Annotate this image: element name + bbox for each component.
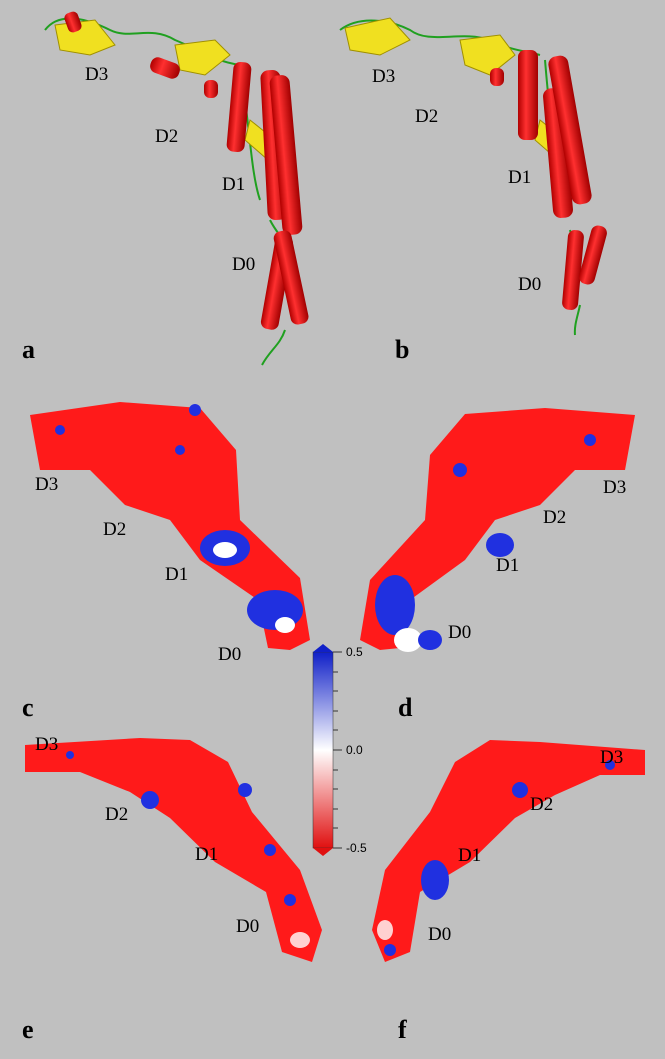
panel-label: d: [398, 693, 413, 722]
domain-label: D3: [372, 66, 395, 87]
domain-label: D0: [448, 622, 471, 643]
colorbar-tick-label: 0.5: [346, 645, 363, 659]
panel-label: a: [22, 335, 35, 364]
domain-label: D2: [105, 804, 128, 825]
panel-label: f: [398, 1015, 407, 1044]
domain-label: D2: [415, 106, 438, 127]
panel-label: c: [22, 693, 34, 722]
domain-label: D1: [496, 555, 519, 576]
domain-label: D2: [103, 519, 126, 540]
domain-label: D1: [458, 845, 481, 866]
domain-label: D3: [600, 747, 623, 768]
domain-label: D1: [165, 564, 188, 585]
domain-label: D3: [603, 477, 626, 498]
domain-label: D0: [518, 274, 541, 295]
colorbar: [313, 652, 333, 848]
surface-d: [360, 408, 635, 652]
colorbar-tick-label: -0.5: [346, 841, 367, 855]
colorbar-cap: [313, 644, 333, 652]
figure: aD3D2D1D0bD3D2D1D0cD3D2D1D0dD3D2D1D0eD3D…: [0, 0, 665, 1054]
domain-label: D3: [35, 734, 58, 755]
panel-label: e: [22, 1015, 34, 1044]
surface-f: [372, 740, 645, 962]
domain-label: D3: [85, 64, 108, 85]
domain-label: D0: [236, 916, 259, 937]
domain-label: D0: [232, 254, 255, 275]
domain-label: D0: [218, 644, 241, 665]
domain-label: D1: [508, 167, 531, 188]
domain-label: D2: [543, 507, 566, 528]
domain-label: D1: [222, 174, 245, 195]
colorbar-cap: [313, 848, 333, 856]
domain-label: D3: [35, 474, 58, 495]
colorbar-tick-label: 0.0: [346, 743, 363, 757]
surface-c: [30, 402, 310, 650]
domain-label: D2: [155, 126, 178, 147]
domain-label: D2: [530, 794, 553, 815]
page: {"panels": [ {"label": "a", "domains": […: [0, 0, 665, 1054]
domain-label: D0: [428, 924, 451, 945]
panel-label: b: [395, 335, 409, 364]
domain-label: D1: [195, 844, 218, 865]
surface-e: [25, 738, 322, 962]
